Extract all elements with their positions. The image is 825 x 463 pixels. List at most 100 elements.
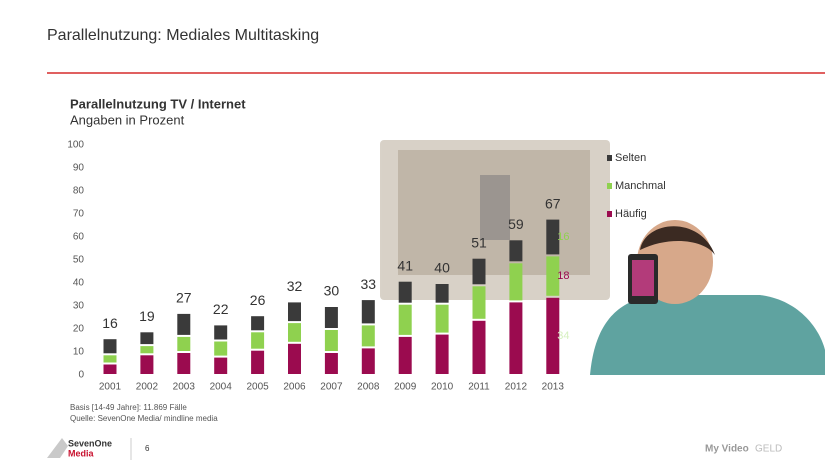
total-label: 16	[102, 315, 118, 331]
bar-segment	[251, 350, 265, 374]
segment-label: 16	[557, 231, 569, 243]
bar-segment	[251, 316, 265, 331]
y-tick-label: 10	[73, 347, 85, 358]
brand: GELD	[755, 444, 782, 455]
bar-segment	[361, 325, 375, 347]
y-tick-label: 90	[73, 163, 85, 174]
bar-segment	[288, 323, 301, 342]
bar-segment	[103, 364, 117, 374]
bar-segment	[398, 304, 412, 335]
bar-segment	[214, 325, 228, 340]
total-label: 67	[545, 195, 561, 211]
note: Basis [14-49 Jahre]: 11.869 Fälle	[70, 403, 187, 412]
bar-segment	[398, 281, 412, 303]
chart-subtitle: Angaben in Prozent	[70, 112, 185, 127]
bar-segment	[177, 353, 191, 374]
total-label: 51	[471, 234, 487, 250]
x-tick-label: 2012	[505, 382, 528, 393]
bar-segment	[398, 336, 412, 374]
x-tick-label: 2008	[357, 382, 380, 393]
footer: SevenOne Media 6 My Video GELD	[47, 438, 782, 460]
logo-text: Media	[68, 448, 95, 458]
x-tick-label: 2011	[468, 382, 490, 393]
bar-segment	[288, 343, 301, 374]
y-tick-label: 20	[73, 324, 85, 335]
total-label: 59	[508, 216, 524, 232]
bar-segment	[472, 258, 486, 285]
legend-swatch	[607, 155, 612, 161]
bar-segment	[546, 297, 560, 374]
bar-segment	[472, 286, 486, 319]
legend-swatch	[607, 183, 612, 189]
bar-segment	[509, 240, 523, 262]
segment-label: 34	[557, 330, 569, 342]
legend-swatch	[607, 211, 612, 217]
person-photo	[590, 220, 825, 375]
bar-segment	[177, 313, 191, 335]
bar-segment	[103, 339, 117, 354]
total-label: 33	[361, 276, 377, 292]
total-label: 26	[250, 292, 266, 308]
bar-segment	[324, 353, 338, 374]
bar-segment	[509, 263, 523, 301]
bar-segment	[140, 332, 154, 345]
page-number: 6	[145, 444, 150, 453]
bar-segment	[435, 334, 449, 374]
bar-segment	[140, 355, 154, 374]
total-label: 32	[287, 278, 303, 294]
total-label: 27	[176, 290, 192, 306]
legend-label: Häufig	[615, 208, 647, 220]
total-label: 19	[139, 308, 155, 324]
legend-label: Selten	[615, 152, 646, 164]
total-label: 40	[434, 260, 450, 276]
background-photo	[380, 140, 610, 300]
total-label: 30	[324, 283, 340, 299]
bar-segment	[140, 346, 154, 354]
bar-segment	[361, 348, 375, 374]
y-tick-label: 100	[67, 140, 84, 151]
bar-segment	[546, 219, 560, 255]
y-tick-label: 40	[73, 278, 85, 289]
segment-label: 18	[557, 270, 569, 282]
bar-segment	[361, 300, 375, 324]
legend-label: Manchmal	[615, 180, 666, 192]
x-tick-label: 2001	[99, 382, 122, 393]
y-tick-label: 0	[78, 370, 84, 381]
y-tick-label: 80	[73, 186, 85, 197]
brand: My Video	[705, 444, 749, 455]
bar-segment	[251, 332, 265, 349]
bar-segment	[435, 284, 449, 303]
bar-segment	[546, 256, 560, 296]
bar-segment	[288, 302, 301, 322]
x-tick-label: 2013	[542, 382, 565, 393]
bar-segment	[103, 355, 117, 363]
x-tick-label: 2010	[431, 382, 454, 393]
y-tick-label: 30	[73, 301, 85, 312]
bar-segment	[435, 304, 449, 333]
bar-segment	[177, 336, 191, 351]
bar-segment	[324, 330, 338, 351]
bar-segment	[324, 307, 338, 328]
total-label: 41	[397, 257, 413, 273]
y-tick-label: 60	[73, 232, 85, 243]
x-tick-label: 2006	[283, 382, 306, 393]
x-tick-label: 2002	[136, 382, 159, 393]
x-tick-label: 2003	[173, 382, 196, 393]
bar-segment	[214, 341, 228, 356]
y-tick-label: 70	[73, 209, 85, 220]
slide-title: Parallelnutzung: Mediales Multitasking	[47, 27, 319, 44]
logo-text: SevenOne	[68, 438, 112, 448]
logo-mark	[47, 438, 68, 458]
y-tick-label: 50	[73, 255, 85, 266]
bar-segment	[214, 357, 228, 374]
bar-segment	[472, 320, 486, 374]
x-tick-label: 2009	[394, 382, 417, 393]
chart-title: Parallelnutzung TV / Internet	[70, 96, 246, 111]
x-tick-label: 2004	[210, 382, 233, 393]
x-tick-label: 2007	[320, 382, 343, 393]
bar-segment	[509, 302, 523, 374]
x-tick-label: 2005	[246, 382, 269, 393]
note: Quelle: SevenOne Media/ mindline media	[70, 414, 218, 423]
total-label: 22	[213, 301, 229, 317]
